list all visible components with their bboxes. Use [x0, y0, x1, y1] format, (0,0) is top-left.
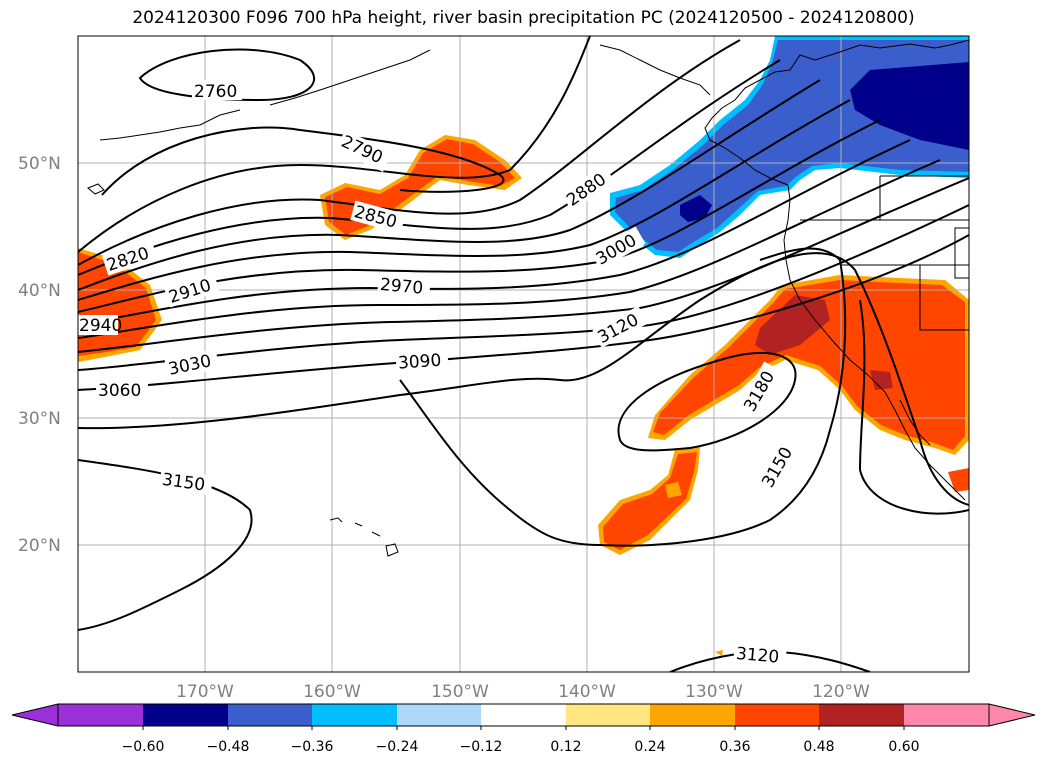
- colorbar-segment: [228, 704, 312, 726]
- colorbar-segment: [397, 704, 481, 726]
- colorbar-tick-label: 0.48: [803, 739, 834, 755]
- colorbar-segment: [481, 704, 566, 726]
- colorbar-tick-label: −0.24: [376, 739, 419, 755]
- colorbar-tick-label: −0.60: [122, 739, 165, 755]
- longitude-labels: 170°W 160°W 150°W 140°W 130°W 120°W: [176, 682, 870, 702]
- colorbar: −0.60 −0.48 −0.36 −0.24 −0.12 0.12 0.24 0.36 0.4…: [11, 703, 1036, 755]
- map-title: 2024120300 F096 700 hPa height, river ba…: [132, 8, 915, 28]
- colorbar-tick-label: 0.12: [550, 739, 581, 755]
- colorbar-tick-label: 0.24: [634, 739, 665, 755]
- lon-label: 160°W: [303, 682, 361, 702]
- colorbar-extend-low: [11, 703, 59, 727]
- colorbar-frame: [57, 703, 990, 727]
- lon-label: 150°W: [431, 682, 489, 702]
- lon-label: 120°W: [812, 682, 870, 702]
- colorbar-segment: [58, 704, 143, 726]
- lat-label: 50°N: [18, 154, 61, 174]
- lat-label: 30°N: [18, 409, 61, 429]
- colorbar-segment: [143, 704, 228, 726]
- colorbar-extend-high: [988, 703, 1036, 727]
- height-contours: [78, 36, 969, 672]
- contour-label: 3120: [735, 644, 780, 668]
- colorbar-segment: [904, 704, 989, 726]
- contour-labels: 2760 2790 2820 2850 2880 2910 2940 2970 …: [78, 80, 800, 668]
- lon-label: 170°W: [176, 682, 234, 702]
- colorbar-segment: [735, 704, 819, 726]
- lat-label: 40°N: [18, 281, 61, 301]
- contour-label: 2760: [194, 82, 237, 102]
- lon-label: 140°W: [558, 682, 616, 702]
- colorbar-tick-label: 0.60: [888, 739, 919, 755]
- colorbar-tick-label: −0.48: [207, 739, 250, 755]
- colorbar-segment: [312, 704, 397, 726]
- map-border: [77, 35, 970, 673]
- colorbar-segment: [566, 704, 650, 726]
- latitude-labels: 50°N 40°N 30°N 20°N: [18, 154, 61, 556]
- contour-label: 2970: [379, 275, 424, 299]
- contour-label: 3090: [397, 351, 442, 374]
- colorbar-tick-label: −0.36: [291, 739, 334, 755]
- lon-label: 130°W: [685, 682, 743, 702]
- colorbar-segment: [650, 704, 735, 726]
- lat-label: 20°N: [18, 536, 61, 556]
- negative-precip-areas: [610, 36, 969, 258]
- colorbar-tick-label: −0.12: [460, 739, 503, 755]
- colorbar-segment: [819, 704, 904, 726]
- contour-label: 2940: [79, 316, 122, 336]
- colorbar-tick-label: 0.36: [719, 739, 750, 755]
- contour-label: 3060: [98, 381, 141, 401]
